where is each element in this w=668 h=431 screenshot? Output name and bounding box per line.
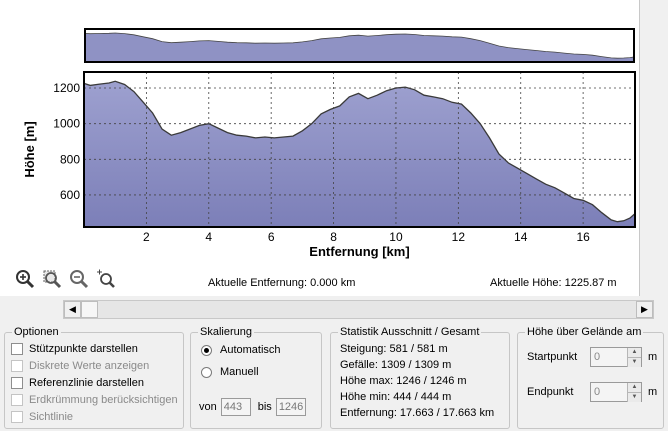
option-erdkruemmung-label: Erdkrümmung berücksichtigen: [29, 394, 178, 406]
option-referenzlinie-checkbox[interactable]: [11, 377, 23, 389]
scaling-manual-label: Manuell: [220, 366, 259, 378]
von-label: von: [199, 401, 217, 413]
option-sichtlinie-label: Sichtlinie: [29, 411, 74, 423]
elevation-profile-chart[interactable]: 2 4 6 8 10 12 14 16 600 800 1000 1200 Entfernung [km…: [18, 70, 640, 260]
scaling-range: von bis: [199, 398, 306, 416]
overview-frame: [84, 28, 635, 63]
overview-area: [84, 32, 635, 63]
option-diskrete-werte[interactable]: Diskrete Werte anzeigen: [11, 359, 149, 373]
x-tick-label: 8: [330, 230, 337, 244]
startpunkt-label: Startpunkt: [527, 351, 578, 363]
endpunkt-label: Endpunkt: [527, 386, 574, 398]
option-stuetzpunkte-label: Stützpunkte darstellen: [29, 343, 138, 355]
endpunkt-row: Endpunkt ▲ ▼ m: [527, 382, 657, 402]
horizontal-scrollbar[interactable]: ◀ ▶: [63, 300, 654, 319]
scroll-right-arrow-icon[interactable]: ▶: [636, 301, 653, 318]
option-erdkruemmung[interactable]: Erdkrümmung berücksichtigen: [11, 393, 178, 407]
scaling-manual-option[interactable]: Manuell: [201, 366, 259, 378]
startpunkt-down-icon[interactable]: ▼: [627, 357, 641, 367]
endpunkt-unit: m: [648, 386, 658, 398]
stat-entfernung: Entfernung: 17.663 / 17.663 km: [340, 407, 495, 419]
option-diskrete-werte-label: Diskrete Werte anzeigen: [29, 360, 150, 372]
zoom-window-icon[interactable]: [41, 268, 63, 290]
option-stuetzpunkte[interactable]: Stützpunkte darstellen: [11, 342, 138, 356]
optionen-group: Optionen Stützpunkte darstellen Diskrete…: [4, 326, 184, 429]
elevation-line: [83, 80, 636, 223]
hoehe-ueber-gelaende-group: Höhe über Gelände am Startpunkt ▲ ▼ m En…: [517, 326, 664, 429]
option-sichtlinie[interactable]: Sichtlinie: [11, 410, 73, 424]
hoehe-ueber-gelaende-title: Höhe über Gelände am: [527, 326, 642, 338]
endpunkt-input[interactable]: [591, 383, 627, 401]
von-input[interactable]: [220, 398, 251, 416]
y-tick-label: 800: [60, 152, 80, 166]
x-axis-label: Entfernung [km]: [309, 244, 409, 259]
zoom-toolbar: [14, 268, 117, 290]
scaling-auto-radio[interactable]: [201, 344, 212, 356]
x-tick-label: 6: [268, 230, 275, 244]
y-tick-label: 1200: [53, 81, 80, 95]
y-tick-label: 1000: [53, 117, 80, 131]
profile-panel: 2 4 6 8 10 12 14 16 600 800 1000 1200 Entfernung [km…: [0, 0, 640, 296]
endpunkt-spinner[interactable]: ▲ ▼: [590, 382, 642, 402]
zoom-in-icon[interactable]: [14, 268, 36, 290]
option-stuetzpunkte-checkbox[interactable]: [11, 343, 23, 355]
y-tick-label: 600: [60, 188, 80, 202]
x-tick-label: 2: [143, 230, 150, 244]
scrollbar-thumb[interactable]: [81, 301, 98, 318]
scroll-left-arrow-icon[interactable]: ◀: [64, 301, 81, 318]
x-tick-label: 16: [576, 230, 590, 244]
x-tick-label: 14: [514, 230, 528, 244]
scaling-manual-radio[interactable]: [201, 366, 212, 378]
statistik-title: Statistik Ausschnitt / Gesamt: [340, 326, 480, 338]
stat-steigung: Steigung: 581 / 581 m: [340, 343, 448, 355]
y-axis-label: Höhe [m]: [22, 121, 37, 177]
stat-hoehe-max: Höhe max: 1246 / 1246 m: [340, 375, 467, 387]
statistik-group: Statistik Ausschnitt / Gesamt Steigung: …: [330, 326, 510, 429]
stat-hoehe-min: Höhe min: 444 / 444 m: [340, 391, 452, 403]
zoom-out-icon[interactable]: [68, 268, 90, 290]
option-diskrete-werte-checkbox[interactable]: [11, 360, 23, 372]
zoom-fit-icon[interactable]: [95, 268, 117, 290]
startpunkt-input[interactable]: [591, 348, 627, 366]
scaling-auto-option[interactable]: Automatisch: [201, 344, 281, 356]
startpunkt-spinner[interactable]: ▲ ▼: [590, 347, 642, 367]
overview-profile-chart[interactable]: [84, 28, 635, 63]
x-tick-label: 10: [389, 230, 403, 244]
option-referenzlinie-label: Referenzlinie darstellen: [29, 377, 144, 389]
bis-input[interactable]: [275, 398, 306, 416]
option-erdkruemmung-checkbox[interactable]: [11, 394, 23, 406]
optionen-title: Optionen: [14, 326, 59, 338]
x-tick-label: 12: [452, 230, 466, 244]
plot-frame: [83, 71, 636, 228]
x-tick-label: 4: [205, 230, 212, 244]
startpunkt-up-icon[interactable]: ▲: [627, 348, 641, 357]
option-referenzlinie[interactable]: Referenzlinie darstellen: [11, 376, 144, 390]
stat-gefaelle: Gefälle: 1309 / 1309 m: [340, 359, 452, 371]
endpunkt-down-icon[interactable]: ▼: [627, 392, 641, 402]
current-height-label: Aktuelle Höhe: 1225.87 m: [490, 277, 617, 289]
startpunkt-row: Startpunkt ▲ ▼ m: [527, 347, 657, 367]
skalierung-group: Skalierung Automatisch Manuell von bis: [190, 326, 322, 429]
elevation-area: [84, 81, 635, 227]
bis-label: bis: [257, 401, 272, 413]
scaling-auto-label: Automatisch: [220, 344, 281, 356]
startpunkt-unit: m: [648, 351, 658, 363]
current-distance-label: Aktuelle Entfernung: 0.000 km: [208, 277, 356, 289]
skalierung-title: Skalierung: [200, 326, 252, 338]
endpunkt-up-icon[interactable]: ▲: [627, 383, 641, 392]
option-sichtlinie-checkbox[interactable]: [11, 411, 23, 423]
